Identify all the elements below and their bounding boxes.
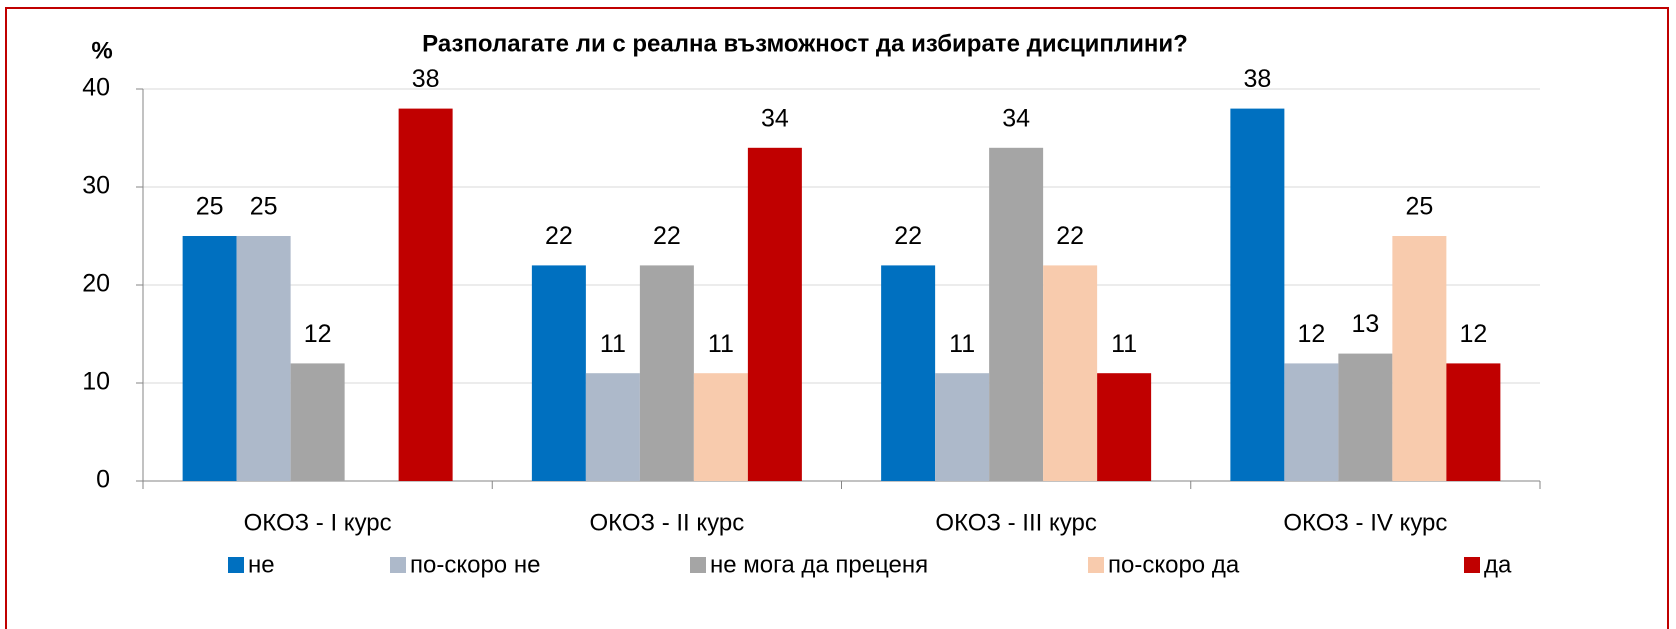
bar bbox=[639, 265, 694, 481]
value-label: 12 bbox=[1297, 320, 1325, 348]
bar bbox=[398, 108, 453, 481]
value-label: 22 bbox=[894, 222, 922, 250]
bar bbox=[1338, 353, 1393, 481]
bar bbox=[1446, 363, 1501, 481]
legend-label: да bbox=[1484, 551, 1512, 578]
bar bbox=[1392, 236, 1447, 481]
chart-title: Разполагате ли с реална възможност да из… bbox=[422, 30, 1188, 57]
y-tick-label: 20 bbox=[82, 270, 110, 298]
value-label: 38 bbox=[1243, 65, 1271, 93]
y-tick-label: 0 bbox=[96, 466, 110, 494]
legend-label: по-скоро не bbox=[410, 551, 540, 578]
bar bbox=[236, 236, 291, 481]
bar bbox=[1043, 265, 1098, 481]
bar bbox=[881, 265, 936, 481]
value-label: 34 bbox=[761, 104, 789, 132]
value-label: 22 bbox=[653, 222, 681, 250]
value-label: 22 bbox=[545, 222, 573, 250]
legend-label: не bbox=[248, 551, 275, 578]
value-label: 25 bbox=[1405, 193, 1433, 221]
y-tick-label: 10 bbox=[82, 368, 110, 396]
legend-swatch bbox=[1464, 557, 1480, 573]
x-tick-label: ОКОЗ - IV курс bbox=[1283, 509, 1447, 536]
value-label: 11 bbox=[949, 330, 975, 358]
value-label: 25 bbox=[250, 193, 278, 221]
bar bbox=[531, 265, 586, 481]
x-tick-label: ОКОЗ - II курс bbox=[590, 509, 745, 536]
value-label: 12 bbox=[1459, 320, 1487, 348]
bar bbox=[989, 147, 1044, 482]
value-label: 11 bbox=[708, 330, 734, 358]
value-label: 12 bbox=[304, 320, 332, 348]
bar bbox=[1230, 108, 1285, 481]
x-tick-label: ОКОЗ - I курс bbox=[244, 509, 392, 536]
y-tick-label: 40 bbox=[82, 74, 110, 102]
bar bbox=[182, 236, 237, 481]
legend-swatch bbox=[1088, 557, 1104, 573]
legend-swatch bbox=[390, 557, 406, 573]
legend-swatch bbox=[690, 557, 706, 573]
value-label: 25 bbox=[196, 193, 224, 221]
value-label: 13 bbox=[1351, 310, 1379, 338]
x-tick-label: ОКОЗ - III курс bbox=[935, 509, 1096, 536]
value-label: 11 bbox=[1111, 330, 1137, 358]
y-axis-label: % bbox=[91, 37, 112, 64]
value-label: 38 bbox=[412, 65, 440, 93]
bar bbox=[290, 363, 345, 481]
value-label: 22 bbox=[1056, 222, 1084, 250]
bar bbox=[747, 147, 802, 482]
value-label: 11 bbox=[600, 330, 626, 358]
bar bbox=[1097, 373, 1152, 481]
bar bbox=[585, 373, 640, 481]
bar bbox=[935, 373, 990, 481]
legend-swatch bbox=[228, 557, 244, 573]
bar bbox=[693, 373, 748, 481]
legend-label: не мога да преценя bbox=[710, 551, 928, 578]
y-tick-label: 30 bbox=[82, 172, 110, 200]
legend-label: по-скоро да bbox=[1108, 551, 1240, 578]
bar bbox=[1284, 363, 1339, 481]
frame bbox=[5, 7, 1669, 629]
value-label: 34 bbox=[1002, 104, 1030, 132]
